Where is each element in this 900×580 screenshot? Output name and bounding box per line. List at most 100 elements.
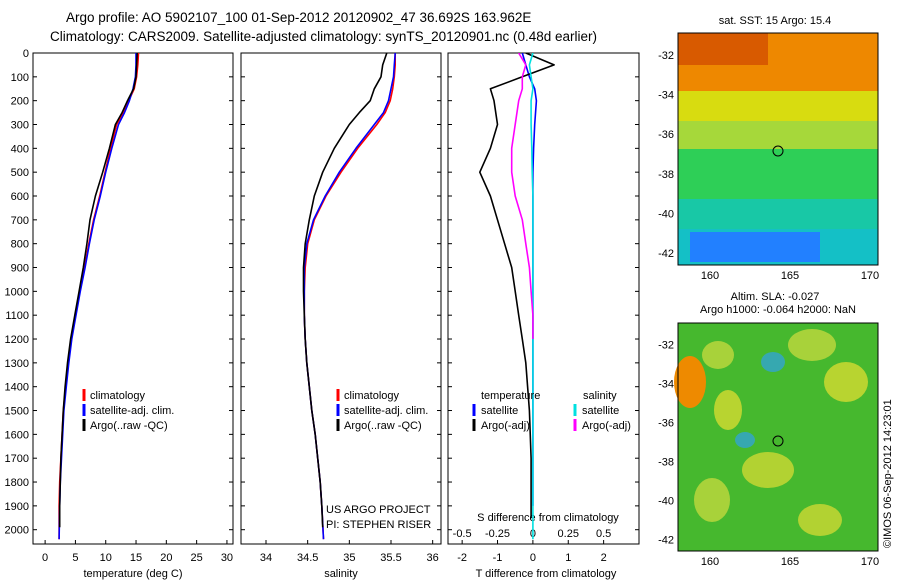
sla-map-frame [677, 322, 879, 552]
temperature-tick-label: 0 [42, 552, 48, 564]
depth-tick-label: 1100 [5, 310, 29, 322]
series-line-salinity-satellite [528, 53, 534, 540]
sst-map-axes: -32 -34 -36 -38 -40 -42 160 165 170 [658, 50, 879, 282]
series-line-argo-raw-qc [302, 53, 388, 528]
legend-argo-label: Argo(..raw -QC) [344, 420, 422, 432]
sla-lat-tick: -40 [658, 495, 674, 507]
temperature-x-axis: 0 5 10 15 20 25 30 [42, 540, 233, 564]
s-difference-axis-label: S difference from climatology [477, 512, 619, 524]
salinity-x-axis: 34 34.5 35 35.5 36 [260, 540, 439, 564]
argo-location-marker [772, 435, 784, 447]
t-diff-tick-label: 1 [565, 552, 571, 564]
sst-lat-tick: -36 [658, 129, 674, 141]
t-difference-axis-label: T difference from climatology [476, 568, 617, 580]
depth-tick-label: 400 [11, 143, 29, 155]
t-diff-tick-label: -2 [457, 552, 467, 564]
sla-blob [788, 329, 836, 361]
header-line-1: Argo profile: AO 5902107_100 01-Sep-2012… [66, 10, 531, 25]
series-line-temperature-argo-adj [478, 53, 555, 518]
sla-lon-tick: 170 [861, 556, 879, 568]
difference-x-axis: -2 -1 0 1 2 [457, 540, 607, 564]
temperature-legend: climatology satellite-adj. clim. Argo(..… [82, 389, 174, 432]
sla-lat-tick: -34 [658, 378, 674, 390]
legend-satellite-label: satellite-adj. clim. [90, 405, 174, 417]
depth-axis: 0 100 200 300 400 500 600 700 800 900 10… [5, 48, 639, 537]
sst-map-title: sat. SST: 15 Argo: 15.4 [719, 15, 832, 27]
sla-map-axes: -32 -34 -36 -38 -40 -42 160 165 170 [658, 339, 879, 568]
sst-lat-tick: -34 [658, 89, 674, 101]
s-diff-tick-label: -0.5 [453, 528, 472, 540]
project-pi: PI: STEPHEN RISER [326, 519, 431, 531]
sla-blob [702, 341, 734, 369]
sla-map-subtitle: Argo h1000: -0.064 h2000: NaN [700, 304, 856, 316]
s-diff-tick-label: -0.25 [485, 528, 510, 540]
series-line-climatology [58, 53, 140, 540]
sst-hot-patch [678, 33, 768, 65]
sst-lat-tick: -38 [658, 169, 674, 181]
depth-tick-label: 700 [11, 215, 29, 227]
salinity-tick-label: 36 [427, 552, 439, 564]
series-line-argo-raw-qc [58, 53, 138, 528]
depth-tick-label: 1700 [5, 453, 29, 465]
depth-tick-label: 800 [11, 239, 29, 251]
depth-tick-label: 1000 [5, 286, 29, 298]
difference-series-group [478, 53, 555, 540]
temperature-tick-label: 5 [72, 552, 78, 564]
depth-tick-label: 100 [11, 72, 29, 84]
depth-tick-label: 1800 [5, 477, 29, 489]
s-diff-tick-label: 0.25 [558, 528, 579, 540]
salinity-tick-label: 35.5 [380, 552, 401, 564]
sla-low-anomaly [761, 352, 785, 372]
sst-lon-tick: 160 [701, 270, 719, 282]
sla-lon-tick: 160 [701, 556, 719, 568]
sla-blob [694, 478, 730, 522]
sst-lat-tick: -42 [658, 248, 674, 260]
sst-lat-tick: -32 [658, 50, 674, 62]
sst-lon-tick: 165 [781, 270, 799, 282]
salinity-axis-label: salinity [324, 568, 358, 580]
legend-argo-label: Argo(..raw -QC) [90, 420, 168, 432]
sla-lon-tick: 165 [781, 556, 799, 568]
t-diff-tick-label: 0 [530, 552, 536, 564]
depth-tick-label: 1900 [5, 501, 29, 513]
temperature-tick-label: 15 [130, 552, 142, 564]
temperature-axis-label: temperature (deg C) [83, 568, 182, 580]
sst-lon-tick: 170 [861, 270, 879, 282]
sla-lat-tick: -32 [658, 339, 674, 351]
depth-tick-label: 1400 [5, 382, 29, 394]
depth-tick-label: 200 [11, 96, 29, 108]
salinity-tick-label: 34 [260, 552, 272, 564]
legend-salinity-heading: salinity [583, 390, 617, 402]
temperature-tick-label: 20 [160, 552, 172, 564]
sla-blob [798, 504, 842, 536]
s-difference-axis: -0.5 -0.25 0 0.25 0.5 [453, 528, 612, 540]
sla-blob [714, 390, 742, 430]
depth-tick-label: 1500 [5, 406, 29, 418]
t-diff-tick-label: 2 [601, 552, 607, 564]
temperature-tick-label: 30 [221, 552, 233, 564]
sla-low-anomaly [735, 432, 755, 448]
legend-climatology-label: climatology [344, 390, 400, 402]
legend-t-argo-label: Argo(-adj) [481, 420, 530, 432]
legend-t-satellite-label: satellite [481, 405, 518, 417]
legend-temperature-heading: temperature [481, 390, 540, 402]
temperature-tick-label: 25 [191, 552, 203, 564]
temperature-tick-label: 10 [100, 552, 112, 564]
sst-map-frame [677, 32, 879, 266]
depth-tick-label: 0 [23, 48, 29, 60]
imos-copyright-label: ©IMOS 06-Sep-2012 14:23:01 [882, 399, 894, 548]
sst-lat-tick: -40 [658, 208, 674, 220]
sst-front-band [678, 121, 878, 149]
salinity-tick-label: 34.5 [297, 552, 318, 564]
depth-tick-label: 900 [11, 263, 29, 275]
sla-blob [824, 362, 868, 402]
s-diff-tick-label: 0.5 [596, 528, 611, 540]
salinity-legend: climatology satellite-adj. clim. Argo(..… [336, 389, 428, 432]
sla-lat-tick: -38 [658, 456, 674, 468]
sst-map [677, 32, 879, 266]
sla-blob [742, 452, 794, 488]
sla-map-title: Altim. SLA: -0.027 [731, 291, 820, 303]
legend-climatology-label: climatology [90, 390, 146, 402]
sla-map [674, 322, 879, 552]
